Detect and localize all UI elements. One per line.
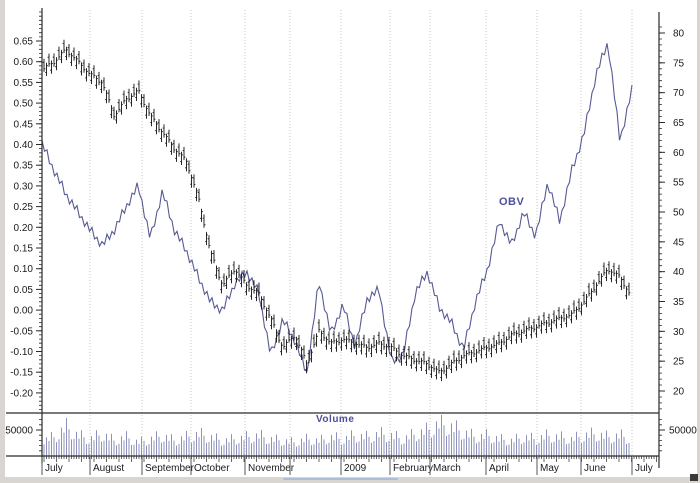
svg-text:August: August — [93, 463, 124, 474]
svg-text:July: July — [635, 463, 653, 474]
svg-text:0.30: 0.30 — [14, 181, 34, 192]
svg-text:30: 30 — [673, 327, 685, 338]
svg-text:-0.15: -0.15 — [10, 368, 33, 379]
svg-text:February: February — [393, 463, 433, 474]
svg-text:September: September — [145, 463, 195, 474]
svg-text:50: 50 — [673, 208, 685, 219]
svg-text:March: March — [433, 463, 461, 474]
svg-text:0.60: 0.60 — [14, 57, 34, 68]
svg-text:35: 35 — [673, 297, 685, 308]
svg-text:November: November — [248, 463, 295, 474]
month-gridlines — [89, 10, 633, 455]
svg-text:0.40: 0.40 — [14, 140, 34, 151]
svg-text:0.35: 0.35 — [14, 161, 34, 172]
obv-series-label: OBV — [499, 196, 525, 208]
svg-text:60: 60 — [673, 148, 685, 159]
svg-text:0.20: 0.20 — [14, 223, 34, 234]
obv-line — [41, 43, 633, 372]
svg-text:-0.10: -0.10 — [10, 347, 33, 358]
right-axis: 80 75 70 65 60 55 50 45 40 35 30 25 20 50000 — [659, 26, 697, 452]
window-resize-handle[interactable] — [690, 474, 698, 481]
taskbar-focus-underline — [283, 478, 398, 480]
svg-text:55: 55 — [673, 178, 685, 189]
svg-text:25: 25 — [673, 357, 685, 368]
volume-panel-label: Volume — [316, 414, 355, 425]
svg-text:October: October — [194, 463, 230, 474]
svg-text:June: June — [584, 463, 606, 474]
svg-text:0.05: 0.05 — [14, 285, 34, 296]
svg-text:April: April — [489, 463, 509, 474]
svg-text:-0.20: -0.20 — [10, 388, 33, 399]
svg-text:0.15: 0.15 — [14, 244, 34, 255]
svg-text:20: 20 — [673, 387, 685, 398]
panel-frame — [6, 8, 660, 468]
svg-text:0.00: 0.00 — [14, 306, 34, 317]
svg-text:70: 70 — [673, 88, 685, 99]
svg-text:0.10: 0.10 — [14, 264, 34, 275]
x-axis: July August September October November 2009 Fe… — [41, 456, 657, 475]
svg-text:May: May — [540, 463, 559, 474]
svg-text:0.45: 0.45 — [14, 119, 34, 130]
svg-text:-0.05: -0.05 — [10, 326, 33, 337]
svg-text:80: 80 — [673, 29, 685, 40]
svg-text:0.50: 0.50 — [14, 99, 34, 110]
svg-text:July: July — [45, 463, 63, 474]
left-axis: 0.65 0.60 0.55 0.50 0.45 0.40 0.35 0.30 0.25 0.20… — [5, 11, 42, 452]
svg-text:65: 65 — [673, 118, 685, 129]
svg-text:0.65: 0.65 — [14, 37, 34, 48]
svg-text:45: 45 — [673, 237, 685, 248]
chart-background — [5, 0, 697, 477]
volume-bars — [43, 415, 630, 456]
svg-text:50000: 50000 — [669, 426, 697, 437]
svg-text:75: 75 — [673, 58, 685, 69]
svg-text:40: 40 — [673, 267, 685, 278]
svg-text:50000: 50000 — [5, 426, 33, 437]
svg-text:2009: 2009 — [344, 463, 367, 474]
price-series — [42, 39, 631, 382]
svg-text:0.55: 0.55 — [14, 78, 34, 89]
svg-text:0.25: 0.25 — [14, 202, 34, 213]
